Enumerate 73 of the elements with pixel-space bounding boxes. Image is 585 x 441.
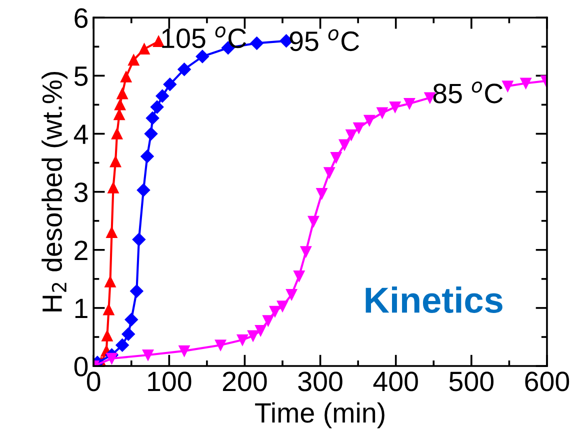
point (108, 182, 119, 194)
point (124, 312, 138, 326)
point (178, 62, 191, 76)
point (300, 246, 312, 258)
point (520, 78, 532, 89)
point (236, 334, 248, 346)
y-tick-label: 3 (74, 182, 88, 202)
annotation: 95 $^{o}$C (290, 29, 360, 52)
point (144, 127, 158, 140)
point (338, 139, 350, 150)
point (142, 349, 154, 361)
point (128, 54, 140, 66)
x-tick-label: 600 (525, 372, 570, 392)
y-tick-label: 5 (74, 66, 88, 86)
point (330, 152, 342, 164)
x-tick-label: 300 (298, 372, 342, 392)
point (163, 78, 177, 91)
point (262, 315, 274, 326)
point (294, 270, 305, 282)
point (196, 50, 209, 64)
point (106, 352, 118, 364)
x-tick-label: 200 (222, 372, 267, 392)
point (324, 167, 335, 178)
point (502, 80, 514, 92)
point (286, 289, 298, 300)
point (116, 88, 128, 100)
point (140, 150, 154, 164)
y-tick-label: 4 (74, 124, 88, 144)
point (247, 330, 259, 342)
point (130, 284, 144, 298)
point (150, 100, 164, 114)
annotation: 85 $^{o}$C (433, 82, 503, 104)
point (111, 128, 123, 140)
point (390, 102, 401, 113)
point (376, 107, 388, 118)
point (214, 340, 226, 351)
point (122, 328, 135, 341)
x-tick-label: 500 (449, 372, 494, 392)
point (110, 156, 122, 168)
x-axis-title: Time (min) (255, 402, 384, 428)
annotation: 105 $^{o}$C (162, 26, 246, 48)
point (146, 112, 160, 125)
point (269, 306, 281, 318)
point (104, 276, 116, 288)
point (114, 99, 126, 110)
point (138, 43, 150, 55)
point (120, 71, 132, 82)
point (276, 300, 288, 312)
annotation: Kinetics (366, 286, 502, 314)
point (250, 36, 264, 50)
y-tick-label: 0 (74, 356, 88, 376)
point (255, 325, 266, 336)
y-axis-title: H$_{2}$ desorbed (wt.%) (42, 72, 68, 312)
point (103, 304, 114, 316)
point (178, 345, 190, 356)
point (114, 109, 125, 120)
point (308, 216, 320, 228)
x-tick-label: 400 (373, 372, 418, 392)
point (132, 232, 146, 246)
y-tick-label: 2 (74, 240, 88, 260)
point (106, 226, 118, 238)
y-tick-label: 1 (75, 298, 88, 318)
point (346, 129, 357, 140)
point (353, 122, 364, 134)
point (364, 114, 375, 126)
point (136, 184, 150, 197)
point (316, 188, 328, 200)
point (404, 98, 416, 110)
point (116, 338, 129, 352)
y-tick-label: 6 (74, 8, 88, 28)
point (102, 330, 113, 342)
x-tick-label: 100 (148, 372, 192, 392)
point (156, 89, 169, 103)
